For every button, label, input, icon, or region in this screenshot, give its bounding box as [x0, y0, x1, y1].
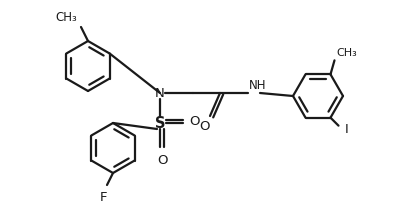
- Text: O: O: [199, 120, 209, 133]
- Text: NH: NH: [249, 79, 267, 92]
- Text: I: I: [344, 123, 348, 136]
- Text: CH₃: CH₃: [337, 48, 357, 58]
- Text: O: O: [157, 154, 167, 167]
- Text: F: F: [99, 191, 107, 204]
- Text: N: N: [155, 87, 165, 100]
- Text: CH₃: CH₃: [55, 11, 77, 24]
- Text: S: S: [155, 115, 165, 130]
- Text: O: O: [189, 115, 199, 127]
